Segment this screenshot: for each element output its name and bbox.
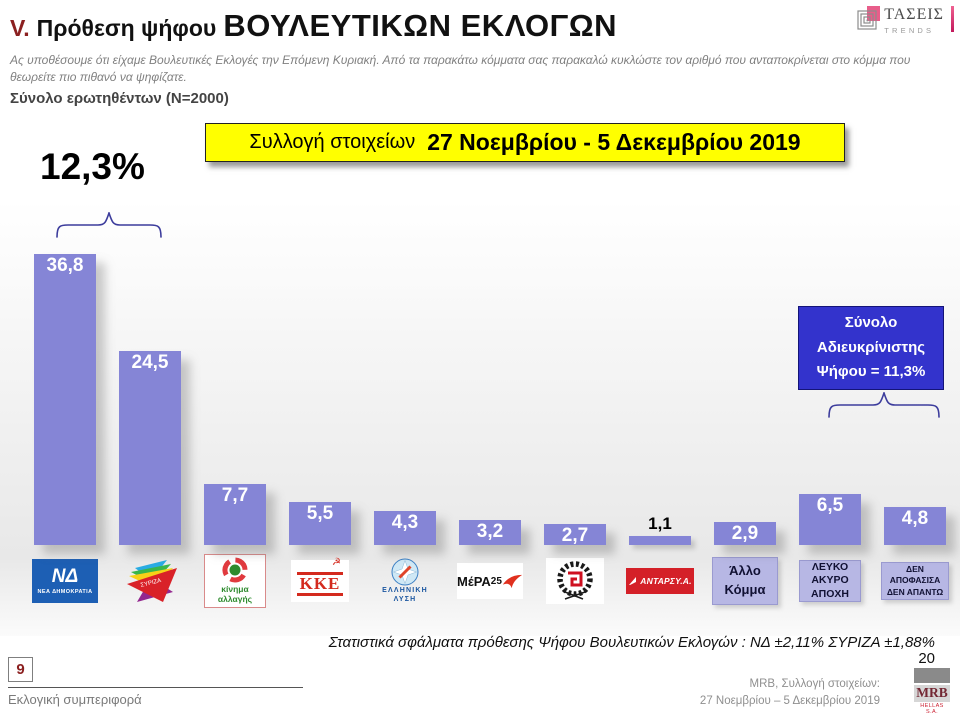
bar-value-label: 4,8 <box>901 508 929 530</box>
source-note: MRB, Συλλογή στοιχείων: 27 Νοεμβρίου – 5… <box>699 678 880 708</box>
bar-value-label: 3,2 <box>476 520 504 542</box>
bar-value-label: 2,9 <box>731 523 759 545</box>
taseis-subname: TRENDS <box>884 26 935 35</box>
chart-column-mera25: 3,2 ΜέΡΑ 25 <box>455 253 525 612</box>
bar-value-label: 7,7 <box>221 485 249 507</box>
logo-mera25: ΜέΡΑ 25 <box>457 563 523 599</box>
bar-mera25: 3,2 <box>459 519 521 545</box>
kke-label: ΚΚΕ <box>299 574 341 594</box>
bar-chart: 36,8 ΝΔ ΝΕΑ ΔΗΜΟΚΡΑΤΙΑ 24,5 ΣΥΡΙΖΑ <box>30 253 950 612</box>
logo-syriza: ΣΥΡΙΖΑ <box>120 557 180 605</box>
footer-divider <box>8 687 303 688</box>
mera25-label: ΜέΡΑ <box>457 573 491 589</box>
bar-kinima-allagis: 7,7 <box>204 484 266 545</box>
bar-value-label: 5,5 <box>306 502 334 524</box>
title-prefix: Πρόθεση ψήφου <box>36 15 217 41</box>
bar-elliniki-lysi: 4,3 <box>374 511 436 545</box>
question-text: Ας υποθέσουμε ότι είχαμε Βουλευτικές Εκλ… <box>10 53 911 85</box>
bar-antarsya: 1,1 <box>629 514 691 545</box>
bar-value-label: 6,5 <box>816 494 844 516</box>
bar-value-label: 4,3 <box>391 512 419 533</box>
page-number: 20 <box>918 650 935 667</box>
undecided-total-box: Σύνολο Αδιευκρίνιστης Ψήφου = 11,3% <box>798 306 944 390</box>
bar-value-label: 36,8 <box>46 255 84 277</box>
logo-kinima-allagis: κίνημα αλλαγής <box>204 554 266 608</box>
statistical-error-note: Στατιστικά σφάλματα πρόθεσης Ψήφου Βουλε… <box>328 634 935 651</box>
logo-wreath-meander <box>546 558 604 604</box>
right-brace <box>828 392 940 418</box>
bar-value-label: 2,7 <box>561 524 589 546</box>
mrb-name: MRB <box>914 685 950 702</box>
section-label: Εκλογική συμπεριφορά <box>8 692 142 707</box>
compass-icon <box>391 558 419 586</box>
nd-name: ΝΕΑ ΔΗΜΟΚΡΑΤΙΑ <box>37 589 93 595</box>
collection-prefix: Συλλογή στοιχείων <box>249 131 416 153</box>
mrb-gray-bar <box>914 668 950 683</box>
laurel-wreath-icon <box>557 561 593 600</box>
logo-elliniki-lysi: ΕΛΛΗΝΙΚΗ ΛΥΣΗ <box>373 554 437 608</box>
category-other-party: Άλλο Κόμμα <box>712 557 778 605</box>
top-two-parties-total: 12,3% <box>40 146 145 187</box>
title-main: ΒΟΥΛΕΥΤΙΚΩΝ ΕΚΛΟΓΩΝ <box>223 8 618 43</box>
page-title: V. Πρόθεση ψήφου ΒΟΥΛΕΥΤΙΚΩΝ ΕΚΛΟΓΩΝ <box>10 8 617 44</box>
chart-column-nea-dimokratia: 36,8 ΝΔ ΝΕΑ ΔΗΜΟΚΡΑΤΙΑ <box>30 253 100 612</box>
nested-squares-spiral-icon <box>857 6 881 30</box>
chart-column-kke: 5,5 ☭ ΚΚΕ <box>285 253 355 612</box>
bar-undecided-no-answer: 4,8 <box>884 507 946 545</box>
elliniki-lysi-label: ΕΛΛΗΝΙΚΗ ΛΥΣΗ <box>382 586 428 603</box>
chart-column-wreath-party: 2,7 <box>540 253 610 612</box>
chart-column-kinima-allagis: 7,7 κίνημα αλλαγής <box>200 253 270 612</box>
logo-kke: ☭ ΚΚΕ <box>291 557 349 602</box>
bar-wreath-party: 2,7 <box>544 523 606 546</box>
nd-abbr: ΝΔ <box>51 566 79 587</box>
category-undecided-no-answer: ΔΕΝ ΑΠΟΦΑΣΙΣΑ ΔΕΝ ΑΠΑΝΤΩ <box>881 562 949 600</box>
left-brace <box>56 212 162 238</box>
logo-antarsya: ΑΝΤΑΡΣΥ.Α. <box>626 568 694 594</box>
bar-blank-invalid-abstain: 6,5 <box>799 493 861 545</box>
taseis-name: ΤΑΣΕΙΣ <box>884 6 944 23</box>
mrb-logo: MRB HELLAS S.A. <box>914 668 950 715</box>
taseis-text: ΤΑΣΕΙΣ TRENDS <box>884 6 944 35</box>
flag-icon <box>629 577 637 585</box>
bar-other-party: 2,9 <box>714 522 776 545</box>
section-number: V. <box>10 15 30 41</box>
collection-dates-box: Συλλογή στοιχείων 27 Νοεμβρίου - 5 Δεκεμ… <box>205 123 845 162</box>
bar-kke: 5,5 <box>289 501 351 545</box>
chart-column-antarsya: 1,1 ΑΝΤΑΡΣΥ.Α. <box>625 253 695 612</box>
bar-nea-dimokratia: 36,8 <box>34 254 96 545</box>
taseis-pink-bar <box>951 6 954 32</box>
mrb-subname: HELLAS S.A. <box>920 702 944 715</box>
collection-dates: 27 Νοεμβρίου - 5 Δεκεμβρίου 2019 <box>427 129 801 155</box>
chart-column-other-party: 2,9 Άλλο Κόμμα <box>710 253 780 612</box>
logo-nea-dimokratia: ΝΔ ΝΕΑ ΔΗΜΟΚΡΑΤΙΑ <box>32 559 98 603</box>
section-page-box: 9 <box>8 657 33 682</box>
chart-column-blank-invalid-abstain: 6,5 ΛΕΥΚΟ ΑΚΥΡΟ ΑΠΟΧΗ <box>795 253 865 612</box>
chart-column-undecided-no-answer: 4,8 ΔΕΝ ΑΠΟΦΑΣΙΣΑ ΔΕΝ ΑΠΑΝΤΩ <box>880 253 950 612</box>
sample-size-note: Σύνολο ερωτηθέντων (N=2000) <box>10 90 229 107</box>
bar-value-label: 1,1 <box>648 514 672 534</box>
bar-syriza: 24,5 <box>119 351 181 545</box>
syriza-fan-icon: ΣΥΡΙΖΑ <box>127 560 177 602</box>
category-blank-invalid-abstain: ΛΕΥΚΟ ΑΚΥΡΟ ΑΠΟΧΗ <box>799 560 861 602</box>
antarsya-label: ΑΝΤΑΡΣΥ.Α. <box>640 576 692 586</box>
hammer-sickle-icon: ☭ <box>332 557 341 568</box>
swallow-icon <box>502 574 523 588</box>
chart-column-elliniki-lysi: 4,3 ΕΛΛΗΝΙΚΗ ΛΥΣΗ <box>370 253 440 612</box>
svg-text:ΣΥΡΙΖΑ: ΣΥΡΙΖΑ <box>140 578 162 589</box>
bar-value-label: 24,5 <box>131 352 169 374</box>
kinal-label: κίνημα αλλαγής <box>217 584 253 604</box>
taseis-trends-logo: ΤΑΣΕΙΣ TRENDS <box>856 6 954 35</box>
kinal-flower-icon <box>222 557 248 583</box>
chart-column-syriza: 24,5 ΣΥΡΙΖΑ <box>115 253 185 612</box>
